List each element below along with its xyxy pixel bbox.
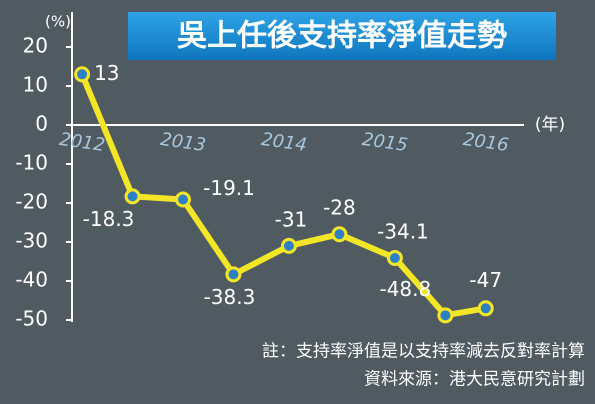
data-point	[74, 66, 91, 83]
data-point	[124, 188, 141, 205]
data-label: -31	[275, 207, 308, 231]
data-label: -34.1	[377, 219, 429, 243]
y-tick-label: -10	[15, 151, 48, 175]
x-unit: (年)	[535, 115, 565, 135]
y-tick-label: 0	[35, 112, 48, 136]
data-label: -47	[469, 268, 502, 292]
data-point	[225, 266, 242, 283]
data-label: -19.1	[203, 176, 255, 200]
data-label: -48.8	[379, 277, 431, 301]
y-tick-label: 10	[23, 73, 48, 97]
y-tick-label: -50	[15, 307, 48, 331]
data-label: -38.3	[204, 285, 256, 309]
title-box	[128, 12, 556, 60]
data-point	[331, 226, 348, 243]
data-point	[477, 300, 494, 317]
y-tick-label: -20	[15, 190, 48, 214]
y-tick-label: -30	[15, 229, 48, 253]
data-label: -28	[323, 196, 356, 220]
data-point	[386, 249, 403, 266]
data-point	[175, 191, 191, 208]
note: 註：支持率淨值是以支持率減去反對率計算	[262, 342, 585, 362]
data-point	[280, 237, 297, 254]
y-unit: (%)	[45, 13, 71, 31]
data-point	[437, 307, 454, 324]
source: 資料來源：港大民意研究計劃	[364, 370, 585, 390]
chart-title: 吳上任後支持率淨值走勢	[177, 19, 507, 54]
data-label: 13	[94, 61, 119, 85]
y-tick-label: 20	[23, 34, 48, 58]
y-tick-label: -40	[15, 268, 48, 292]
data-label: -18.3	[83, 207, 135, 231]
